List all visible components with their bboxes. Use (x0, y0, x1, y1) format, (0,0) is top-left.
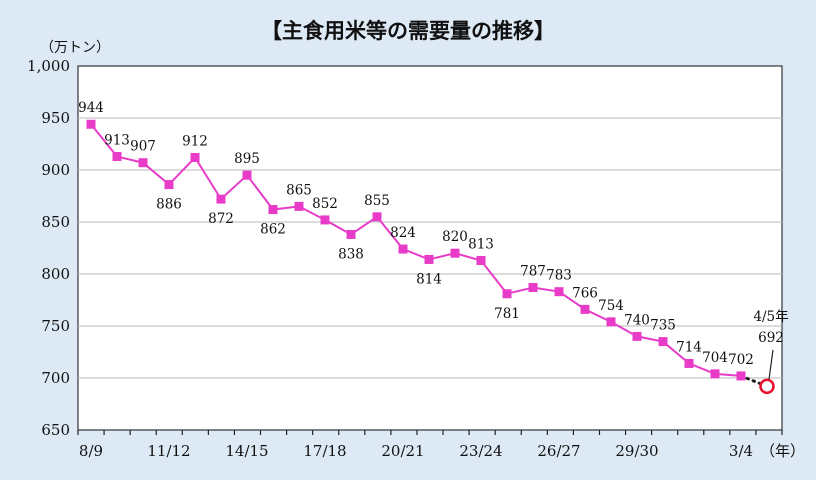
data-label: 692 (758, 330, 784, 346)
data-point (86, 119, 96, 129)
data-label: 754 (598, 298, 624, 314)
data-label: 704 (702, 350, 728, 366)
data-label: 781 (494, 306, 520, 322)
x-tick-label: 26/27 (537, 442, 580, 460)
data-point (580, 304, 590, 314)
y-tick-label: 950 (41, 109, 70, 127)
data-label: 895 (234, 151, 260, 167)
data-point (372, 212, 382, 222)
axis-layer: 650 700 750 800 850 900 950 1,000 8/9 11/12 14/15 1… (27, 57, 783, 460)
grid-layer (77, 65, 783, 431)
data-label: 855 (364, 193, 390, 209)
y-axis-unit: （万トン） (40, 40, 110, 56)
data-point (346, 229, 356, 239)
projection-line (739, 374, 769, 388)
data-label: 852 (312, 196, 338, 212)
data-point (528, 283, 538, 293)
data-point (684, 358, 694, 368)
y-tick-label: 1,000 (27, 57, 70, 75)
data-point (658, 337, 668, 347)
data-point (502, 289, 512, 299)
data-label: 838 (338, 246, 364, 262)
data-label: 913 (104, 132, 130, 148)
data-label: 787 (520, 264, 546, 280)
x-tick-label: 17/18 (303, 442, 346, 460)
data-point (190, 153, 200, 163)
data-label: 814 (416, 271, 442, 287)
x-tick-label: 11/12 (147, 442, 190, 460)
y-tick-label: 650 (41, 421, 70, 439)
y-tick-label: 900 (41, 161, 70, 179)
x-tick-label: 20/21 (381, 442, 424, 460)
annotation-leader (768, 349, 774, 380)
data-point (710, 369, 720, 379)
projected-point (759, 378, 775, 395)
data-point (216, 194, 226, 204)
data-label: 783 (546, 268, 572, 284)
data-point (606, 317, 616, 327)
plot-area (77, 65, 783, 431)
data-label: 714 (676, 339, 702, 355)
data-point (632, 331, 642, 341)
data-label: 886 (156, 197, 182, 213)
data-label: 740 (624, 312, 650, 328)
x-tick-label: 3/4 (729, 442, 753, 460)
chart-title: 【主食用米等の需要量の推移】 (261, 19, 555, 43)
data-point (112, 151, 122, 161)
data-point (476, 255, 486, 265)
data-label: 872 (208, 211, 234, 227)
x-tick-label: 14/15 (225, 442, 268, 460)
data-label: 735 (650, 318, 676, 334)
marker-layer (86, 119, 775, 395)
data-point (268, 205, 278, 215)
data-label: 907 (130, 139, 156, 155)
data-point (450, 248, 460, 258)
data-label: 766 (572, 285, 598, 301)
data-label: 944 (78, 100, 104, 116)
data-point (320, 215, 330, 225)
projection-annotation: 4/5年 (753, 309, 788, 325)
data-point (736, 371, 746, 381)
data-label: 813 (468, 236, 494, 252)
y-tick-label: 850 (41, 213, 70, 231)
data-point (138, 158, 148, 168)
x-tick-label: 29/30 (615, 442, 658, 460)
data-label: 912 (182, 134, 208, 150)
data-point (554, 287, 564, 297)
y-tick-label: 750 (41, 317, 70, 335)
data-point (294, 201, 304, 211)
data-label: 865 (286, 182, 312, 198)
data-label: 820 (442, 229, 468, 245)
x-tick-label: 8/9 (79, 442, 103, 460)
y-tick-label: 800 (41, 265, 70, 283)
data-label: 702 (728, 352, 754, 368)
x-tick-label: 23/24 (459, 442, 502, 460)
data-point (424, 254, 434, 264)
data-label: 862 (260, 222, 286, 238)
x-axis-unit: （年） (760, 442, 805, 460)
data-label: 824 (390, 225, 416, 241)
data-point (398, 244, 408, 254)
data-point (164, 180, 174, 190)
y-tick-label: 700 (41, 369, 70, 387)
data-point (242, 170, 252, 180)
